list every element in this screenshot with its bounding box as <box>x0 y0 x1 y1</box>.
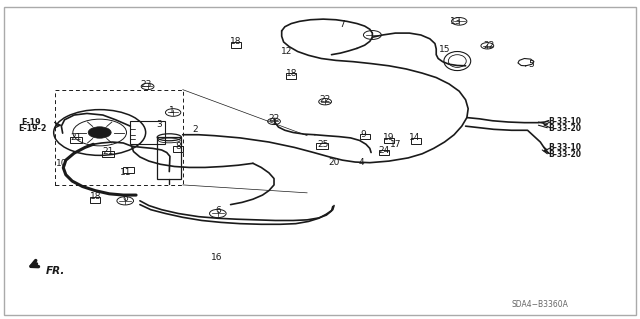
Text: 21: 21 <box>102 147 114 156</box>
Text: 17: 17 <box>390 140 401 149</box>
Text: 1: 1 <box>169 106 175 115</box>
Text: 2: 2 <box>193 125 198 134</box>
Bar <box>173 146 183 152</box>
Text: 18: 18 <box>285 69 297 78</box>
Text: FR.: FR. <box>45 266 65 276</box>
Text: 10: 10 <box>56 159 67 168</box>
Bar <box>316 143 328 149</box>
Text: 11: 11 <box>120 168 131 177</box>
Text: 22: 22 <box>268 114 280 123</box>
Bar <box>379 150 389 155</box>
Bar <box>286 73 296 79</box>
Text: 14: 14 <box>409 133 420 142</box>
Text: 16: 16 <box>211 253 222 262</box>
Text: SDA4−B3360A: SDA4−B3360A <box>511 300 568 309</box>
Bar <box>384 137 394 143</box>
Text: 9: 9 <box>360 130 366 138</box>
Text: 5: 5 <box>528 60 534 69</box>
Bar <box>360 134 370 139</box>
Text: 23: 23 <box>141 80 152 89</box>
Bar <box>131 122 166 144</box>
Text: E-19: E-19 <box>21 117 41 127</box>
Bar <box>123 167 134 173</box>
Bar <box>55 90 182 185</box>
Text: 7: 7 <box>339 20 345 29</box>
Text: 6: 6 <box>122 194 128 203</box>
Text: 18: 18 <box>230 38 241 47</box>
Text: 8: 8 <box>175 142 181 151</box>
Text: 24: 24 <box>378 146 390 155</box>
Text: B-33-10: B-33-10 <box>548 117 582 126</box>
Text: 18: 18 <box>90 192 101 201</box>
Text: 3: 3 <box>156 120 162 129</box>
Text: 15: 15 <box>439 45 451 55</box>
Bar <box>90 197 100 203</box>
Text: 21: 21 <box>70 133 82 142</box>
Bar <box>157 137 181 179</box>
Text: 4: 4 <box>358 158 364 167</box>
Text: 20: 20 <box>328 158 340 167</box>
Text: B-33-20: B-33-20 <box>548 124 582 133</box>
Bar <box>230 42 241 48</box>
Text: 25: 25 <box>317 140 329 149</box>
Text: 6: 6 <box>215 206 221 215</box>
Text: 19: 19 <box>383 133 395 142</box>
Text: 12: 12 <box>281 47 292 56</box>
Circle shape <box>88 127 111 138</box>
Text: B-33-20: B-33-20 <box>548 150 582 159</box>
Bar <box>70 137 82 143</box>
Text: 22: 22 <box>484 41 495 50</box>
Text: 13: 13 <box>450 17 461 26</box>
Bar <box>411 138 421 144</box>
Text: E-19-2: E-19-2 <box>19 124 47 133</box>
Text: B-33-10: B-33-10 <box>548 143 582 152</box>
Bar <box>102 151 114 157</box>
Text: 22: 22 <box>319 95 331 104</box>
